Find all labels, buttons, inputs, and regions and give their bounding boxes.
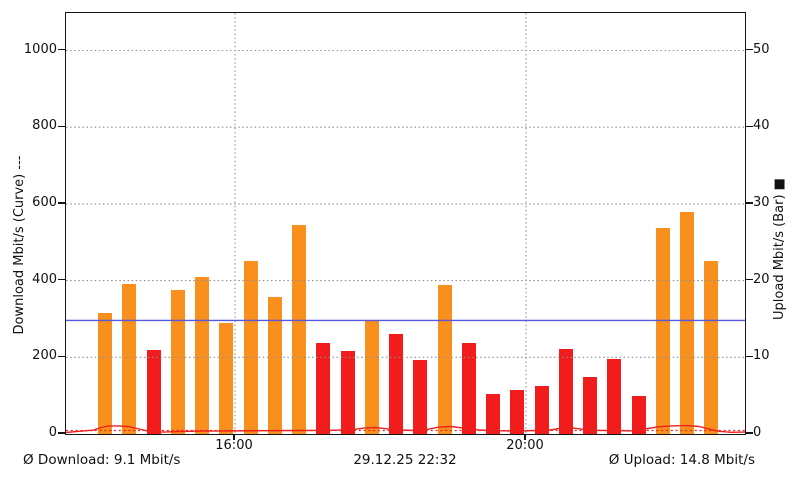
upload-bar bbox=[534, 386, 549, 434]
upload-bar bbox=[267, 297, 282, 434]
upload-bar bbox=[558, 348, 573, 434]
right-axis-tick-10: 10 bbox=[753, 348, 770, 364]
upload-bar bbox=[461, 343, 476, 434]
upload-bar bbox=[146, 350, 161, 434]
upload-bar bbox=[655, 227, 670, 434]
timestamp-text: 29.12.25 22:32 bbox=[353, 452, 457, 468]
upload-bar bbox=[243, 261, 258, 434]
upload-bar bbox=[486, 394, 500, 434]
tick-mark bbox=[233, 434, 235, 440]
left-axis-tick-0: 0 bbox=[48, 425, 57, 440]
right-axis-tick-40: 40 bbox=[753, 118, 770, 134]
left-axis-tick-800: 800 bbox=[32, 118, 57, 134]
upload-bar bbox=[340, 351, 355, 434]
plot-area bbox=[65, 12, 746, 435]
upload-bar bbox=[437, 285, 452, 434]
left-axis-tick-200: 200 bbox=[32, 348, 57, 364]
left-axis-tick-400: 400 bbox=[32, 271, 57, 287]
upload-bar bbox=[413, 360, 428, 434]
tick-mark bbox=[58, 48, 65, 51]
upload-bar bbox=[316, 342, 331, 434]
download-axis-label: Download Mbit/s (Curve) --- bbox=[12, 155, 27, 335]
tick-mark bbox=[746, 48, 753, 51]
left-axis-tick-600: 600 bbox=[32, 194, 57, 210]
upload-bar bbox=[219, 322, 234, 434]
upload-bar bbox=[704, 261, 719, 434]
upload-bar bbox=[607, 358, 622, 434]
tick-mark bbox=[746, 125, 753, 127]
upload-bar bbox=[364, 320, 379, 434]
tick-mark bbox=[746, 355, 753, 357]
upload-bar bbox=[170, 289, 185, 434]
right-axis-tick-30: 30 bbox=[753, 194, 770, 210]
tick-mark bbox=[746, 432, 753, 434]
upload-bar bbox=[98, 312, 112, 434]
tick-mark bbox=[746, 202, 753, 204]
upload-bar bbox=[631, 395, 646, 434]
avg-download-text: Ø Download: 9.1 Mbit/s bbox=[23, 452, 181, 468]
upload-bar bbox=[583, 377, 597, 434]
chart-overlay bbox=[66, 13, 745, 434]
right-axis-tick-0: 0 bbox=[753, 425, 762, 440]
upload-bar bbox=[195, 276, 209, 434]
upload-bar bbox=[680, 212, 694, 434]
upload-axis-label: Upload Mbit/s (Bar) ■ bbox=[772, 178, 787, 320]
tick-mark bbox=[58, 125, 65, 127]
tick-mark bbox=[58, 279, 65, 281]
x-axis-tick-20:00: 20:00 bbox=[506, 438, 544, 453]
x-axis-tick-16:00: 16:00 bbox=[215, 438, 253, 453]
tick-mark bbox=[58, 355, 65, 357]
upload-bar bbox=[510, 390, 525, 434]
tick-mark bbox=[524, 434, 526, 440]
tick-mark bbox=[746, 279, 753, 281]
right-axis-tick-50: 50 bbox=[753, 41, 770, 57]
avg-upload-text: Ø Upload: 14.8 Mbit/s bbox=[608, 452, 755, 468]
left-axis-tick-1000: 1000 bbox=[23, 41, 57, 57]
upload-bar bbox=[389, 333, 403, 434]
upload-bar bbox=[292, 224, 306, 434]
tick-mark bbox=[58, 432, 65, 434]
upload-bar bbox=[122, 283, 137, 434]
tick-mark bbox=[58, 202, 65, 204]
right-axis-tick-20: 20 bbox=[753, 271, 770, 287]
